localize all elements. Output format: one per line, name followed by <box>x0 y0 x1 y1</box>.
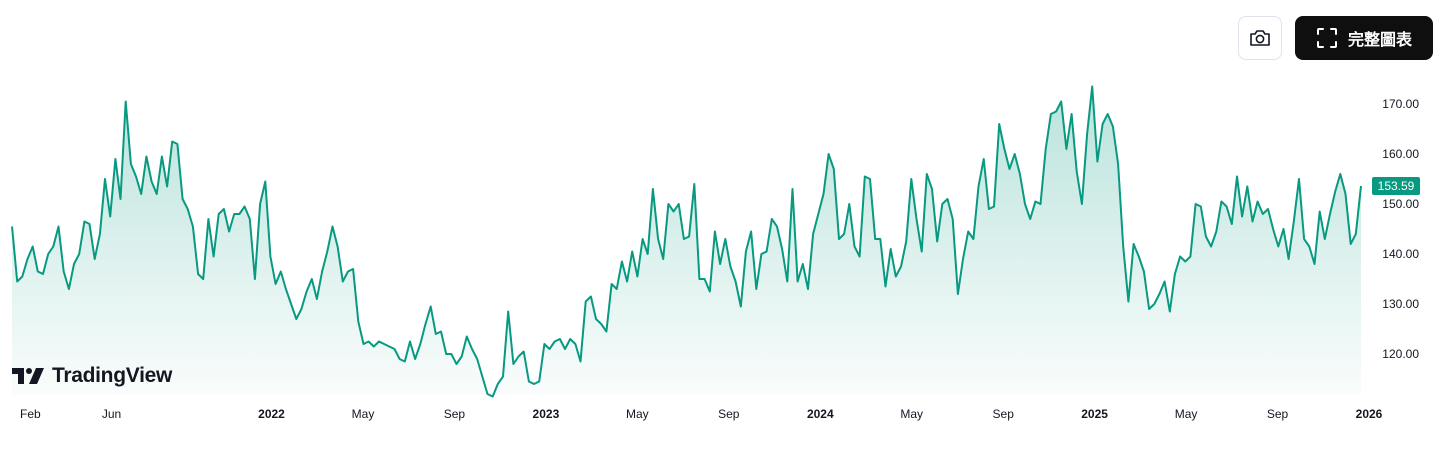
x-tick-label: Sep <box>1267 407 1289 421</box>
y-tick-label: 150.00 <box>1382 197 1419 211</box>
x-axis: Feb Jun 2022 May Sep 2023 May Sep 2024 May Sep 2025… <box>20 407 1383 421</box>
fullscreen-corners-icon <box>1316 28 1337 48</box>
x-tick-label: 2024 <box>807 407 834 421</box>
full-chart-label: 完整圖表 <box>1347 32 1412 49</box>
y-tick-label: 140.00 <box>1382 247 1419 261</box>
x-tick-label: Sep <box>993 407 1015 421</box>
camera-icon <box>1250 30 1270 46</box>
logo-text: TradingView <box>52 364 173 387</box>
x-tick-label: May <box>626 407 649 421</box>
x-tick-label: Feb <box>20 407 41 421</box>
y-tick-label: 130.00 <box>1382 297 1419 311</box>
x-tick-label: 2026 <box>1356 407 1383 421</box>
last-price-badge <box>1372 177 1420 195</box>
y-tick-label: 120.00 <box>1382 347 1419 361</box>
last-price-label: 153.59 <box>1378 179 1415 193</box>
snapshot-button[interactable] <box>1238 16 1282 60</box>
last-price-marker: 153.59 <box>1372 177 1420 195</box>
x-tick-label: Sep <box>444 407 466 421</box>
price-area-fill <box>12 86 1361 397</box>
y-axis: 120.00 130.00 140.00 150.00 160.00 170.00 <box>1382 97 1419 361</box>
x-tick-label: Sep <box>718 407 740 421</box>
x-tick-label: May <box>352 407 375 421</box>
x-tick-label: 2022 <box>258 407 285 421</box>
price-line <box>11 85 1362 398</box>
x-tick-label: 2023 <box>533 407 560 421</box>
tradingview-logo-icon <box>12 368 44 384</box>
y-tick-label: 160.00 <box>1382 147 1419 161</box>
x-tick-label: 2025 <box>1081 407 1108 421</box>
x-tick-label: May <box>1175 407 1198 421</box>
x-tick-label: Jun <box>102 407 121 421</box>
tradingview-logo[interactable]: TradingView <box>12 364 172 388</box>
x-tick-label: May <box>900 407 923 421</box>
y-tick-label: 170.00 <box>1382 97 1419 111</box>
full-chart-button[interactable]: 完整圖表 <box>1295 16 1433 60</box>
